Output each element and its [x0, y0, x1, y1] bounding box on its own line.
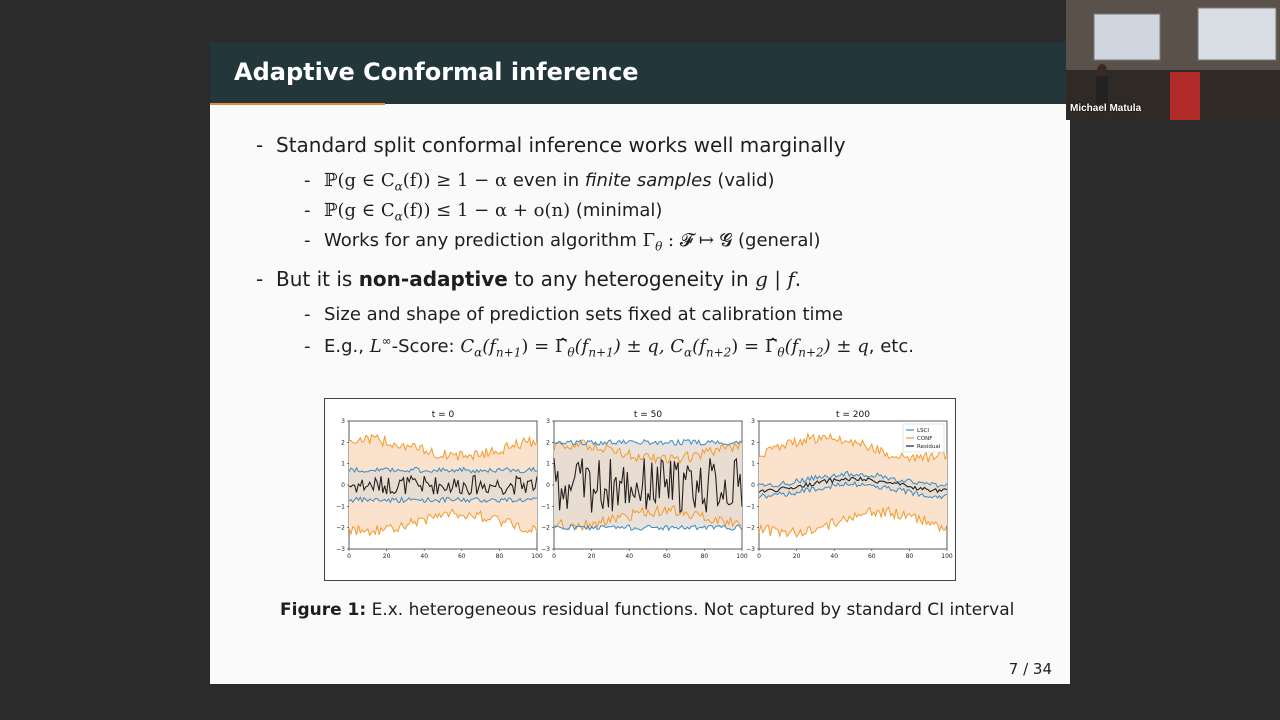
slide-title: Adaptive Conformal inference	[234, 58, 639, 86]
legend-label-conf: CONF	[917, 436, 932, 442]
panel-1-conf-lower	[553, 504, 743, 532]
panel-0-ytick-label: 3	[341, 418, 345, 425]
subbullet-general: - Works for any prediction algorithm Γθ :…	[304, 230, 821, 254]
subbullet-linf-score: - E.g., L∞-Score: Cα(fn+1) = Γ̂θ(fn+1) ± …	[304, 334, 914, 360]
panel-0-ytick-label: 2	[341, 439, 345, 446]
bullet-conformal-marginal: - Standard split conformal inference work…	[256, 133, 846, 157]
panel-0-xtick-label: 20	[383, 553, 391, 560]
panel-2-residual	[758, 476, 948, 494]
room-screen-left	[1093, 13, 1161, 61]
panel-1-ytick-label: 3	[546, 418, 550, 425]
panel-1-lsci-upper	[553, 438, 743, 446]
panel-2-xtick-label: 80	[906, 553, 914, 560]
panel-2-ytick-label: −3	[746, 546, 755, 553]
webcam-video	[1066, 0, 1280, 120]
figure-caption-label: Figure 1:	[280, 600, 367, 620]
panel-2-conf-lower	[758, 506, 948, 538]
panel-0-lsci-lower	[348, 496, 538, 504]
subbullet-minimal: - ℙ(g ∈ Cα(f)) ≤ 1 − α + o(n) (minimal)	[304, 200, 663, 224]
panel-0-xtick-label: 40	[420, 553, 428, 560]
panel-0-xtick-label: 80	[496, 553, 504, 560]
panel-1-ytick-label: 2	[546, 439, 550, 446]
webcam-scene	[1066, 0, 1280, 120]
slide: Adaptive Conformal inference - Standard s…	[210, 42, 1070, 684]
panel-2-ytick-label: 2	[751, 439, 755, 446]
panel-0-ytick-label: −3	[336, 546, 345, 553]
panel-2-ytick-label: −1	[746, 503, 755, 510]
panel-1-xtick-label: 0	[552, 553, 556, 560]
figure-caption: Figure 1: E.x. heterogeneous residual fu…	[280, 600, 1014, 620]
header-accent-bar	[210, 103, 385, 105]
panel-2-xtick-label: 60	[868, 553, 876, 560]
panel-1-residual	[553, 457, 743, 514]
figure-frame: t = 0 0 20 40 60 80 100 3 2 1 0 −1 −2 −3 t = 50 0 20 40 60…	[324, 398, 956, 581]
panel-2-conf-upper	[758, 432, 948, 463]
figure-caption-text: E.x. heterogeneous residual functions. N…	[366, 600, 1015, 620]
panel-2-title: t = 200	[836, 410, 870, 420]
subbullet-valid: - ℙ(g ∈ Cα(f)) ≥ 1 − α even in finite sam…	[304, 170, 775, 194]
panel-1-xtick-label: 60	[663, 553, 671, 560]
subbullet-fixed-sets: - Size and shape of prediction sets fixed…	[304, 304, 844, 325]
webcam-participant-name: Michael Matula	[1070, 103, 1142, 114]
legend-label-lsci: LSCI	[917, 428, 929, 434]
panel-0-lsci-band	[349, 467, 537, 503]
panel-1-ytick-label: −3	[541, 546, 550, 553]
panel-0-conf-lower	[348, 508, 538, 537]
panel-2-lsci-lower	[758, 480, 948, 500]
panel-2-xtick-label: 100	[941, 553, 953, 560]
panel-0-ytick-label: 0	[341, 482, 345, 489]
panel-1-title: t = 50	[634, 410, 663, 420]
room-banner	[1170, 72, 1200, 120]
panel-2-xtick-label: 0	[757, 553, 761, 560]
panel-0-xtick-label: 0	[347, 553, 351, 560]
speaker-figure	[1096, 76, 1108, 104]
panel-0-xtick-label: 60	[458, 553, 466, 560]
room-screen-right	[1197, 7, 1277, 61]
panel-2-lsci-upper	[758, 470, 948, 489]
panel-0-ytick-label: −1	[336, 503, 345, 510]
panel-1-ytick-label: 0	[546, 482, 550, 489]
panel-1-conf-upper	[553, 439, 743, 465]
panel-0-xtick-label: 100	[531, 553, 543, 560]
panel-1-xtick-label: 100	[736, 553, 748, 560]
panel-2-ytick-label: 1	[751, 461, 755, 468]
page-number: 7 / 34	[1008, 660, 1052, 678]
panel-1-xtick-label: 80	[701, 553, 709, 560]
panel-2-xtick-label: 20	[793, 553, 801, 560]
panel-0-residual	[348, 474, 538, 496]
panel-1-xtick-label: 40	[625, 553, 633, 560]
panel-1-ytick-label: 1	[546, 461, 550, 468]
panel-0-ytick-label: 1	[341, 461, 345, 468]
panel-0-ytick-label: −2	[336, 525, 345, 532]
panel-0-conf-upper	[348, 433, 538, 462]
slide-header: Adaptive Conformal inference	[210, 42, 1070, 104]
bullet-non-adaptive: - But it is non-adaptive to any heterogen…	[256, 267, 802, 291]
panel-1-ytick-label: −2	[541, 525, 550, 532]
panel-0-lsci-upper	[348, 466, 538, 474]
panel-2-xtick-label: 40	[830, 553, 838, 560]
panel-2-ytick-label: 3	[751, 418, 755, 425]
panel-2-ytick-label: −2	[746, 525, 755, 532]
panel-0-title: t = 0	[432, 410, 455, 420]
panel-1-xtick-label: 20	[588, 553, 596, 560]
legend-label-residual: Residual	[917, 444, 941, 450]
panel-2-ytick-label: 0	[751, 482, 755, 489]
panel-1-lsci-lower	[553, 524, 743, 532]
panel-1-ytick-label: −1	[541, 503, 550, 510]
panel-1-lsci-band	[554, 439, 742, 531]
